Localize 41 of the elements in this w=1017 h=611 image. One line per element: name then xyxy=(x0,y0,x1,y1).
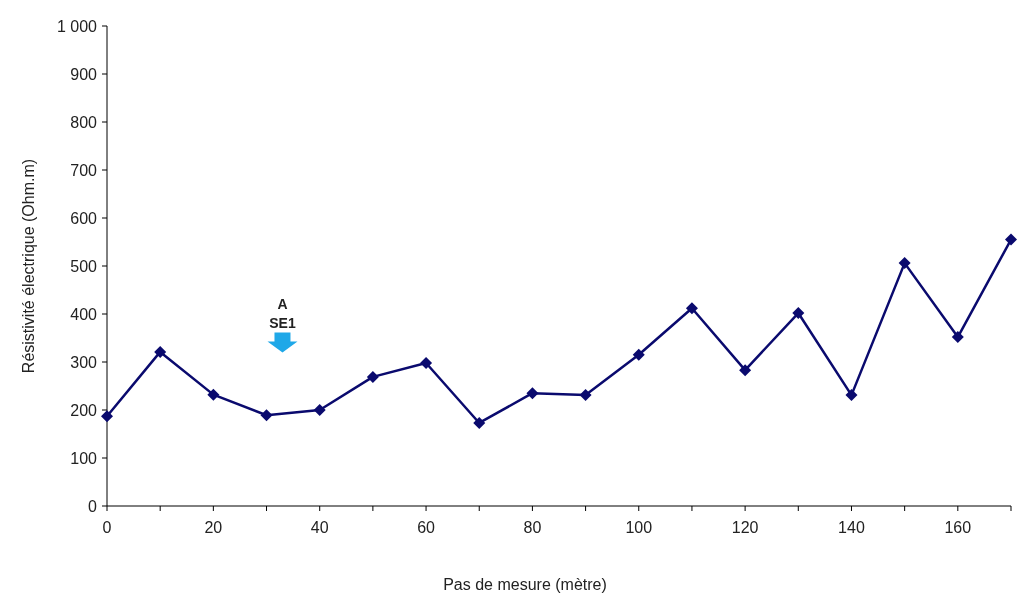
y-tick-label: 100 xyxy=(70,449,98,467)
y-tick-label: 800 xyxy=(70,113,98,131)
point xyxy=(579,389,592,402)
point xyxy=(632,348,645,361)
y-tick-label: 700 xyxy=(70,161,98,179)
point xyxy=(845,389,858,402)
x-tick-label: 60 xyxy=(417,519,436,536)
point xyxy=(420,356,433,369)
point xyxy=(366,370,379,383)
point xyxy=(154,345,167,358)
y-tick-label: 600 xyxy=(70,209,98,227)
x-tick-label: 120 xyxy=(731,519,759,536)
point xyxy=(473,416,486,429)
point xyxy=(898,257,911,270)
y-tick-label: 900 xyxy=(70,65,98,83)
x-axis-title: Pas de mesure (mètre) xyxy=(443,576,607,593)
point xyxy=(207,388,220,401)
point xyxy=(951,331,964,344)
y-axis-title: Résistivité électrique (Ohm.m) xyxy=(20,158,37,374)
y-tick-label: 0 xyxy=(88,497,98,515)
y-tick-label: 400 xyxy=(70,305,98,323)
y-tick-label: 1 000 xyxy=(56,17,98,35)
point xyxy=(739,364,752,377)
point xyxy=(101,410,113,423)
point xyxy=(792,307,805,320)
y-tick-label: 200 xyxy=(70,401,98,419)
x-tick-label: 80 xyxy=(523,519,542,536)
annotation: A SE1 xyxy=(269,296,296,332)
x-tick-label: 20 xyxy=(204,519,223,536)
x-tick-label: 140 xyxy=(838,519,865,536)
x-tick-label: 0 xyxy=(102,519,112,536)
point xyxy=(526,387,539,400)
x-tick-label: 160 xyxy=(944,519,972,536)
point xyxy=(685,302,698,315)
point xyxy=(1005,233,1017,246)
point xyxy=(260,409,273,422)
y-tick-label: 300 xyxy=(70,353,98,371)
point xyxy=(313,404,326,416)
y-tick-label: 500 xyxy=(70,257,98,275)
x-tick-label: 40 xyxy=(310,519,329,536)
x-tick-label: 100 xyxy=(625,519,653,536)
